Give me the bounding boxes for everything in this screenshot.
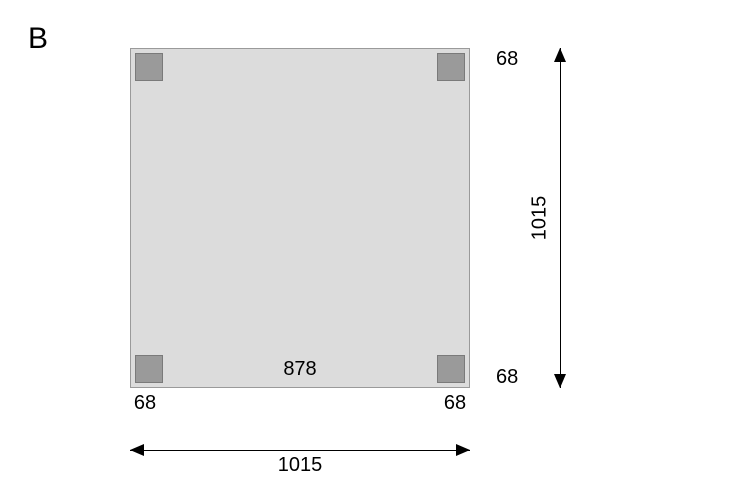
label-post-br: 68 xyxy=(444,392,466,415)
h-dim-arrow-left xyxy=(130,444,144,456)
label-post-tr-side: 68 xyxy=(496,48,518,71)
panel-label: B xyxy=(28,22,48,56)
v-dim-arrow-bottom xyxy=(554,374,566,388)
label-post-br-side: 68 xyxy=(496,366,518,389)
label-inner-span: 878 xyxy=(283,358,316,381)
label-post-bl: 68 xyxy=(134,392,156,415)
h-dim-arrow-right xyxy=(456,444,470,456)
h-dim-line xyxy=(130,450,470,451)
v-dim-line xyxy=(560,48,561,388)
slab-outline xyxy=(130,48,470,388)
label-overall-width: 1015 xyxy=(278,454,323,477)
label-overall-height: 1015 xyxy=(529,196,552,241)
diagram-stage: B 878 68 68 68 68 1015 1015 xyxy=(0,0,747,500)
post-bottom-left xyxy=(135,355,163,383)
v-dim-arrow-top xyxy=(554,48,566,62)
post-bottom-right xyxy=(437,355,465,383)
post-top-right xyxy=(437,53,465,81)
post-top-left xyxy=(135,53,163,81)
